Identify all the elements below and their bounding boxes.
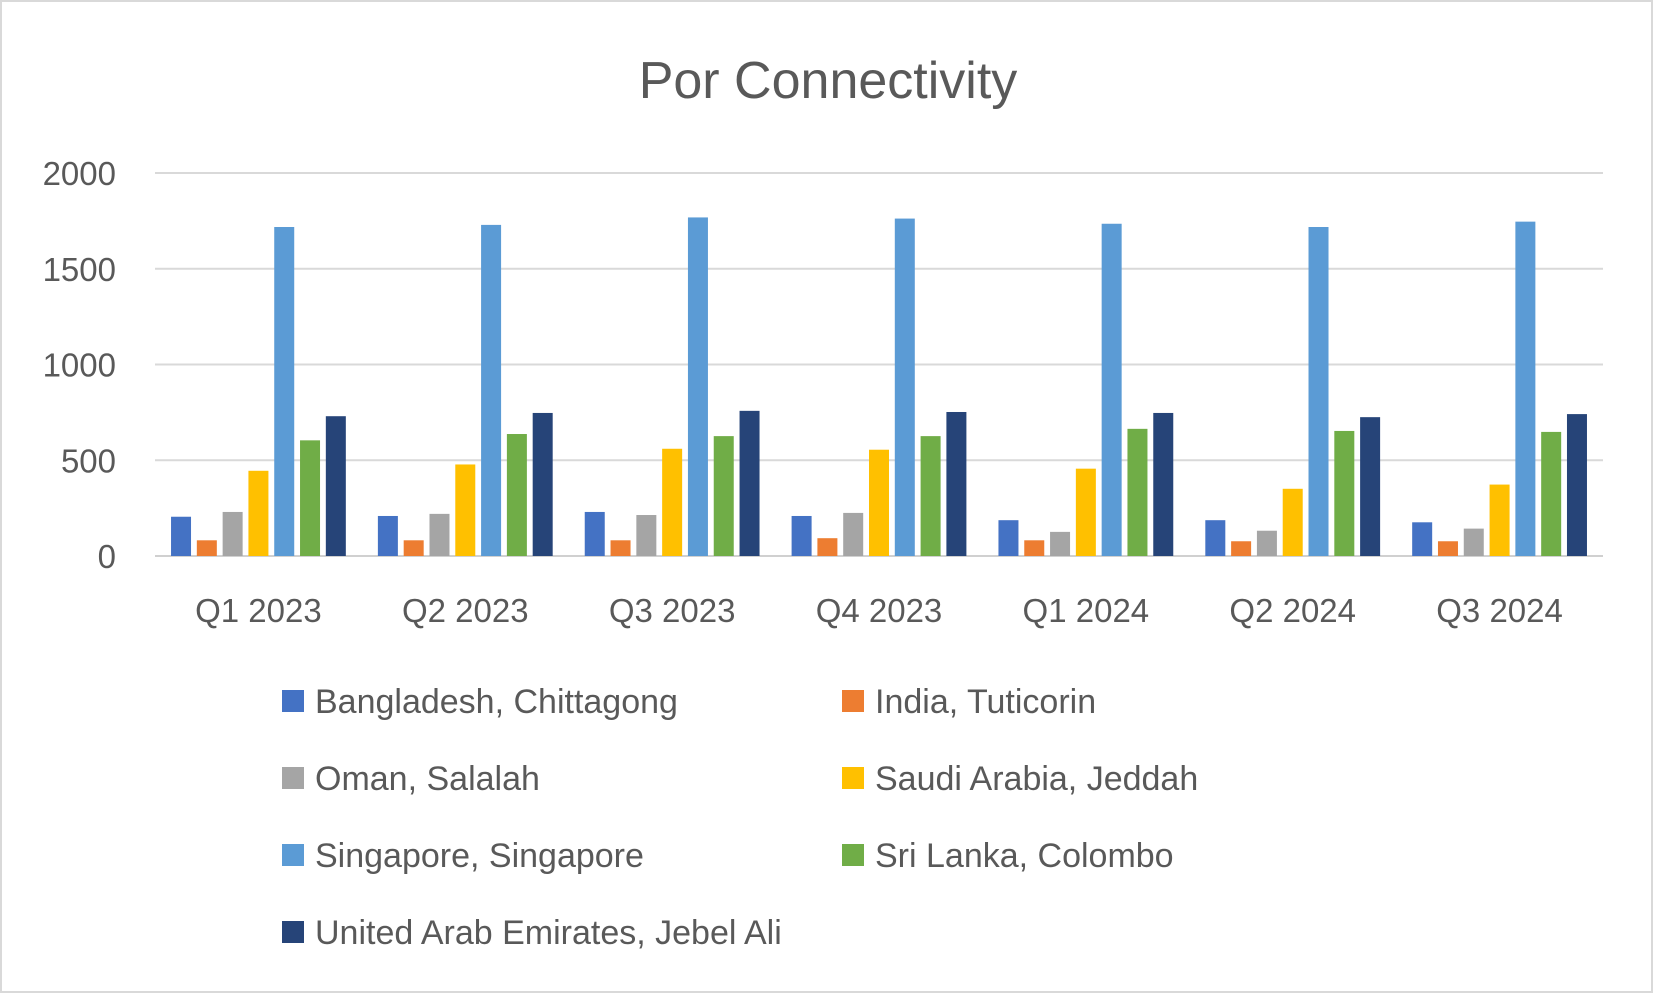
legend-swatch: [282, 844, 304, 866]
x-tick-label: Q3 2023: [609, 592, 736, 629]
x-tick-label: Q2 2023: [402, 592, 529, 629]
legend-swatch: [282, 921, 304, 943]
bar: [636, 515, 657, 556]
y-tick-label: 500: [61, 442, 116, 479]
legend-swatch: [842, 690, 864, 712]
bar: [274, 227, 295, 557]
bar: [584, 511, 605, 556]
legend-swatch: [282, 690, 304, 712]
bar: [1412, 522, 1433, 556]
bar: [429, 513, 450, 556]
legend-label: Bangladesh, Chittagong: [315, 683, 678, 721]
bar: [713, 436, 734, 556]
bar: [1256, 530, 1277, 556]
bar: [1205, 520, 1226, 556]
bar: [920, 436, 941, 556]
y-tick-label: 1000: [43, 347, 116, 384]
bar: [662, 448, 683, 556]
bar: [1282, 488, 1303, 556]
y-tick-label: 0: [98, 538, 116, 575]
bar: [1360, 417, 1381, 556]
bar: [196, 540, 217, 556]
bar: [171, 516, 192, 556]
x-tick-label: Q3 2024: [1436, 592, 1563, 629]
x-tick-label: Q4 2023: [816, 592, 943, 629]
bar: [1231, 541, 1252, 556]
bar: [222, 511, 243, 556]
bar: [377, 515, 398, 556]
bar: [791, 515, 812, 556]
bar: [300, 440, 321, 556]
y-tick-label: 1500: [43, 251, 116, 288]
legend-label: Singapore, Singapore: [315, 837, 644, 875]
bar: [506, 434, 527, 556]
bar: [1566, 414, 1587, 556]
y-tick-label: 2000: [43, 155, 116, 192]
legend-label: Saudi Arabia, Jeddah: [875, 760, 1198, 798]
bar: [739, 410, 760, 556]
legend-label: Oman, Salalah: [315, 760, 540, 798]
legend-label: Sri Lanka, Colombo: [875, 837, 1174, 875]
bar: [687, 217, 708, 557]
bar: [869, 449, 889, 556]
bar: [532, 412, 553, 556]
bar: [1489, 484, 1510, 556]
bar: [946, 411, 967, 556]
bar: [248, 470, 269, 556]
bar: [1024, 540, 1045, 556]
bar: [843, 512, 864, 556]
bar: [1437, 541, 1458, 556]
bar: [1541, 431, 1562, 556]
bar: [1075, 468, 1096, 556]
legend-label: India, Tuticorin: [875, 683, 1096, 721]
bar: [610, 540, 631, 556]
x-tick-label: Q2 2024: [1229, 592, 1356, 629]
bar: [998, 520, 1019, 556]
bar: [325, 416, 346, 556]
legend-label: United Arab Emirates, Jebel Ali: [315, 914, 782, 952]
bar: [1463, 528, 1484, 556]
bar: [481, 224, 502, 557]
bar: [894, 218, 915, 556]
legend-swatch: [842, 844, 864, 866]
bar: [1308, 227, 1329, 557]
legend-swatch: [842, 767, 864, 789]
bar: [455, 464, 476, 556]
bar: [1334, 430, 1355, 556]
bar: [1050, 531, 1071, 556]
bar: [817, 538, 838, 556]
bar: [403, 540, 424, 556]
bar: [1127, 428, 1148, 556]
x-tick-label: Q1 2024: [1023, 592, 1150, 629]
bar: [1153, 412, 1174, 556]
x-tick-label: Q1 2023: [195, 592, 322, 629]
bar: [1515, 221, 1536, 557]
bar: [1101, 223, 1122, 556]
chart-title: Por Connectivity: [639, 52, 1018, 110]
legend-swatch: [282, 767, 304, 789]
